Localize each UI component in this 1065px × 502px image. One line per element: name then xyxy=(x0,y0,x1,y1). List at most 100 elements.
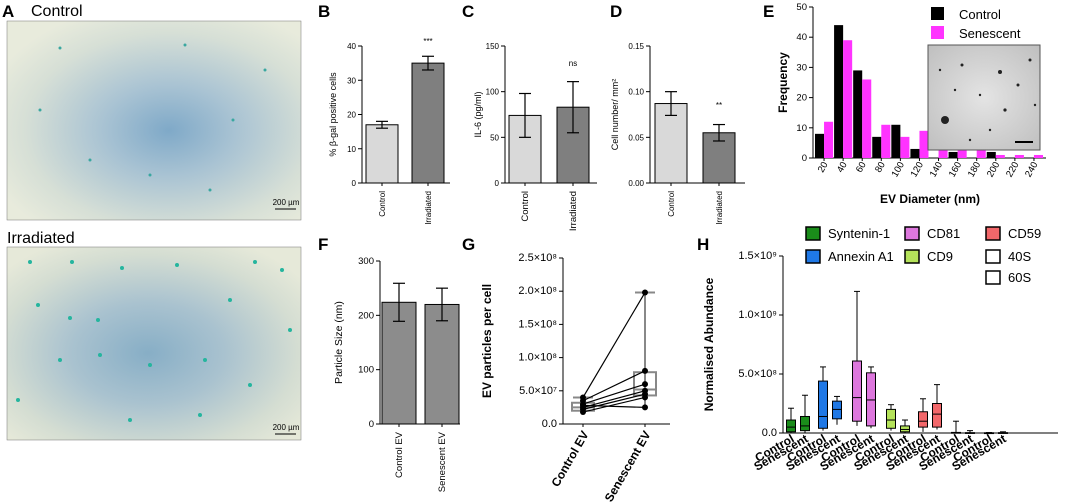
stain-dot xyxy=(68,316,72,320)
panel-letter-e: E xyxy=(763,2,774,21)
em-particle xyxy=(978,93,982,97)
point-senescent xyxy=(642,394,648,401)
y-tick-label: 30 xyxy=(347,76,356,85)
legend-swatch-cd9 xyxy=(904,249,920,264)
y-tick-label: 1.5×10⁸ xyxy=(518,318,557,330)
significance-label: ** xyxy=(716,101,722,110)
y-tick-label: 0 xyxy=(495,179,500,188)
y-tick-label: 0 xyxy=(352,179,357,188)
y-tick-label: 200 xyxy=(358,310,374,321)
y-tick-label: 20 xyxy=(347,111,356,120)
em-particle xyxy=(1028,58,1032,62)
em-particle xyxy=(1033,103,1037,107)
bar-control xyxy=(815,133,825,158)
x-tick-label: Control EV xyxy=(394,431,405,478)
y-axis-label: Cell number/ mm² xyxy=(610,79,620,151)
legend-label: CD81 xyxy=(927,226,960,241)
legend-label: 60S xyxy=(1008,270,1031,285)
stain-dot xyxy=(120,266,124,270)
stain-dot xyxy=(58,358,62,362)
box-syntenin xyxy=(786,419,796,433)
point-senescent xyxy=(642,289,648,296)
legend-swatch-40s xyxy=(985,249,1001,264)
bar-control xyxy=(910,148,920,158)
y-tick-label: 2.0×10⁸ xyxy=(518,285,557,297)
y-tick-label: 40 xyxy=(347,42,356,51)
panel-letter-b: B xyxy=(318,2,330,21)
irradiated-stain-dots xyxy=(16,260,292,422)
box-annexin xyxy=(832,400,842,420)
stain-dot xyxy=(280,268,284,272)
chart-g-ev-particles: 0.0 5.0×10⁷ 1.0×10⁸ 1.5×10⁸ 2.0×10⁸ 2.5×10⁸ EV… xyxy=(480,252,670,502)
bar-control xyxy=(986,151,996,158)
y-tick-label: 0 xyxy=(802,153,807,164)
x-tick-label: 220 xyxy=(1004,160,1021,179)
stain-dot xyxy=(263,68,267,72)
y-tick-label: 20 xyxy=(796,93,807,104)
stain-dot xyxy=(88,158,92,162)
bar-control xyxy=(872,136,882,158)
pair-line xyxy=(582,383,646,405)
control-microscopy-image xyxy=(6,20,302,221)
em-particle xyxy=(953,88,957,92)
legend-swatch-60s xyxy=(985,270,1001,285)
y-tick-label: 100 xyxy=(486,88,500,97)
box-syntenin xyxy=(800,415,810,432)
chart-d-cell-number: 0.00 0.05 0.10 0.15 Cell number/ mm² Control I… xyxy=(610,42,745,225)
y-tick-label: 0 xyxy=(369,419,374,430)
x-tick-label: 100 xyxy=(890,160,907,179)
x-tick-label: Control EV xyxy=(548,429,591,490)
y-tick-label: 30 xyxy=(796,62,807,73)
point-senescent xyxy=(642,404,648,411)
stain-dot xyxy=(208,188,212,192)
stain-dot xyxy=(198,413,202,417)
x-tick-label: 200 xyxy=(985,160,1002,179)
legend-swatch-cd81 xyxy=(904,226,920,241)
pair-line xyxy=(582,292,646,398)
x-tick-label: Irradiated xyxy=(568,191,579,231)
x-tick-label: 240 xyxy=(1023,160,1040,179)
bar-senescent xyxy=(1033,154,1043,158)
y-tick-label: 2.5×10⁸ xyxy=(518,252,557,264)
stain-dot xyxy=(253,260,257,264)
em-inset-image xyxy=(927,44,1041,151)
panel-letter-f: F xyxy=(318,235,328,254)
pair-line xyxy=(582,396,646,413)
bar-senescent xyxy=(843,40,853,158)
x-tick-label: Control xyxy=(378,191,387,217)
x-tick-label: 140 xyxy=(928,160,945,179)
bar-senescent xyxy=(938,148,948,158)
stain-dot xyxy=(228,298,232,302)
panel-letter-a: A xyxy=(2,2,14,21)
x-tick-label: Senescent EV xyxy=(602,429,654,502)
legend-swatch-control xyxy=(931,7,944,20)
y-tick-label: 50 xyxy=(490,133,499,142)
stain-dot xyxy=(148,363,152,367)
y-axis-label: Frequency xyxy=(776,52,790,113)
x-tick-label: 180 xyxy=(966,160,983,179)
em-particle xyxy=(938,68,942,72)
pair-line xyxy=(582,370,646,402)
em-particle xyxy=(1016,83,1020,87)
bar-control xyxy=(891,124,901,158)
em-particle xyxy=(968,138,972,142)
em-particle xyxy=(960,63,964,67)
panel-a-bottom-title: Irradiated xyxy=(7,230,75,247)
y-tick-label: 1.0×10⁸ xyxy=(518,352,557,364)
x-axis-label: EV Diameter (nm) xyxy=(880,192,980,206)
y-axis-label: EV particles per cell xyxy=(480,284,494,398)
x-tick-label: 80 xyxy=(873,160,888,175)
panel-a: A Control 200 µm Irradiated 200 µm xyxy=(2,2,302,441)
stain-dot xyxy=(128,418,132,422)
chart-e-ev-diameter-histogram: 0 10 20 30 40 50 Frequency 20 40 60 80 100 120 140 160… xyxy=(776,2,1046,206)
y-tick-label: 0.10 xyxy=(628,88,644,97)
irradiated-microscopy-image xyxy=(6,246,302,441)
bar-senescent xyxy=(919,130,929,158)
y-tick-label: 40 xyxy=(796,32,807,43)
y-tick-label: 150 xyxy=(486,42,500,51)
box-cd81 xyxy=(852,360,862,422)
stain-dot xyxy=(248,383,252,387)
y-tick-label: 0.0 xyxy=(542,418,557,430)
pair-line xyxy=(582,390,646,408)
